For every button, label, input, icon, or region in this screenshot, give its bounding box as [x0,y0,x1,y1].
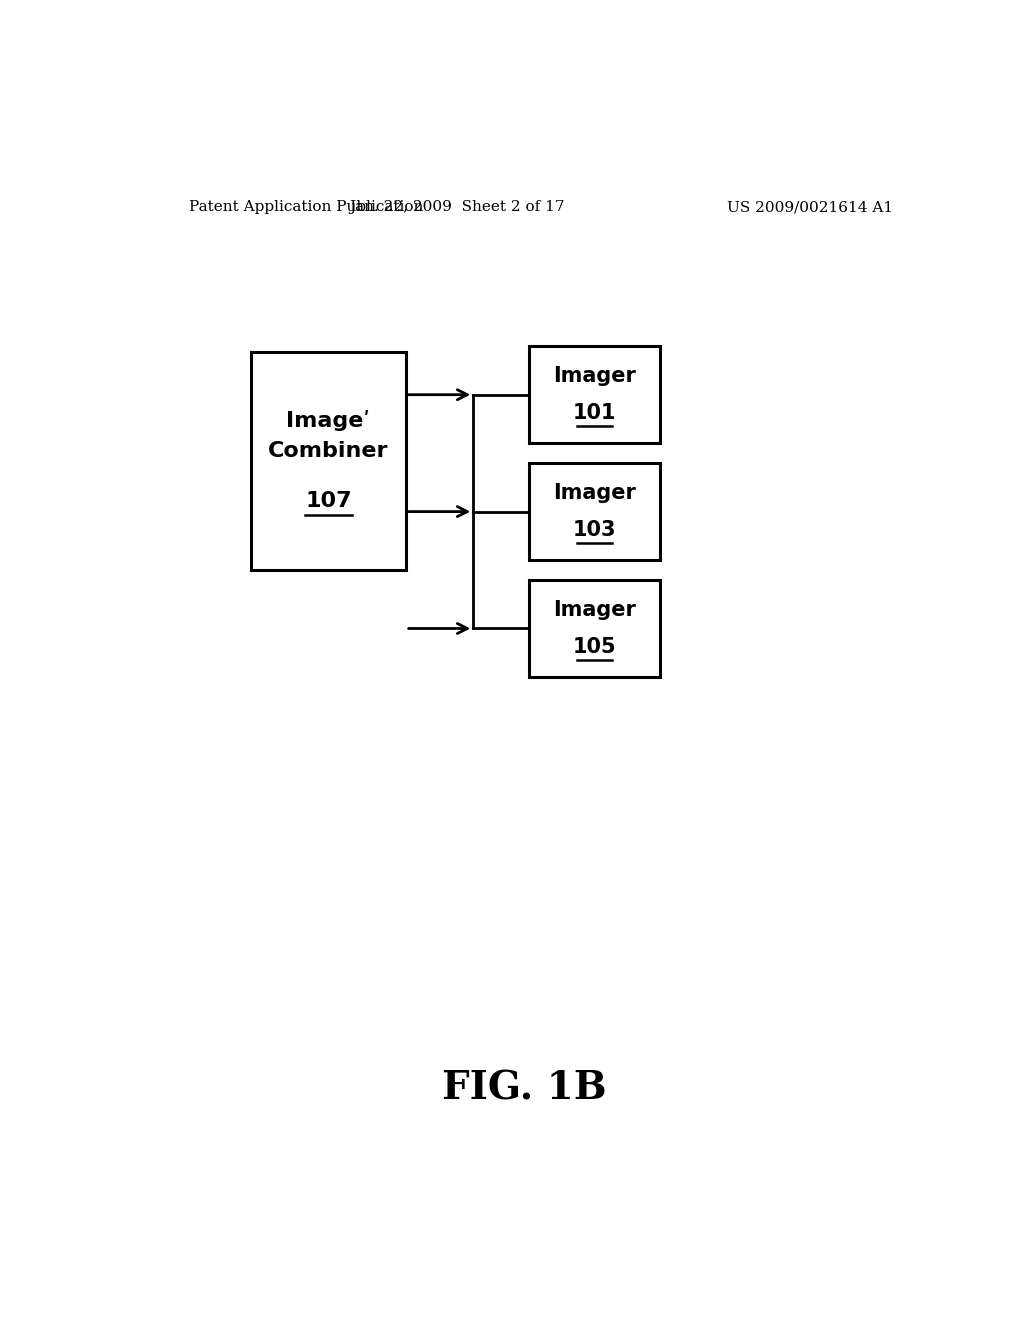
Text: 101: 101 [572,403,616,422]
Text: Imager: Imager [553,483,636,503]
Bar [528,581,659,677]
Text: 107: 107 [305,491,351,511]
Text: 103: 103 [572,520,616,540]
Text: Imager: Imager [553,367,636,387]
Text: US 2009/0021614 A1: US 2009/0021614 A1 [727,201,894,214]
Text: Patent Application Publication: Patent Application Publication [189,201,424,214]
Text: Jan. 22, 2009  Sheet 2 of 17: Jan. 22, 2009 Sheet 2 of 17 [349,201,565,214]
Bar [528,346,659,444]
Text: FIG. 1B: FIG. 1B [442,1069,607,1107]
Text: Imager: Imager [553,601,636,620]
Bar [528,463,659,560]
Bar [251,351,406,570]
Text: 105: 105 [572,636,616,657]
Text: Imageʹ: Imageʹ [287,409,371,430]
Text: Combiner: Combiner [268,441,389,461]
